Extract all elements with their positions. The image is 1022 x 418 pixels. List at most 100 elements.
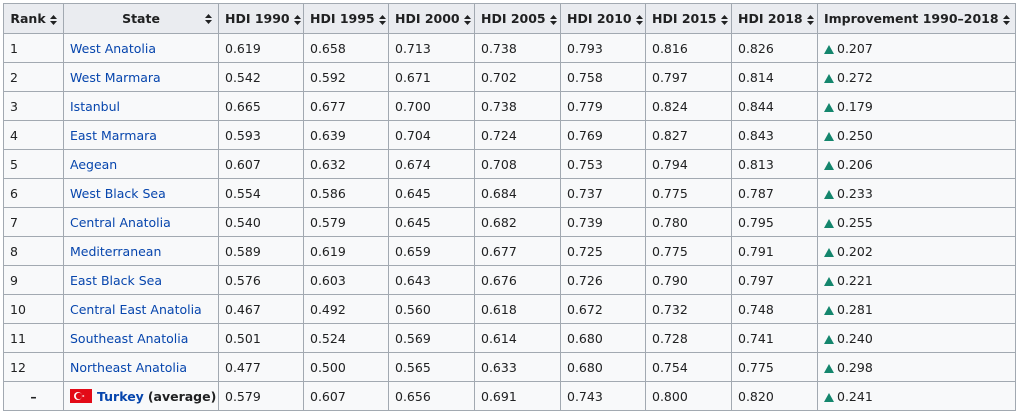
table-cell: 0.658 <box>303 33 389 63</box>
state-link[interactable]: Northeast Anatolia <box>70 359 187 375</box>
column-header[interactable]: HDI 1995 <box>303 3 389 34</box>
table-cell: 0.680 <box>560 352 646 382</box>
table-cell: 0.492 <box>303 294 389 324</box>
hdi-value: 0.672 <box>567 301 603 317</box>
hdi-value: 0.754 <box>652 359 688 375</box>
column-header[interactable]: HDI 2000 <box>388 3 475 34</box>
improvement: 0.298 <box>837 359 873 375</box>
hdi-value: 0.639 <box>310 127 346 143</box>
table-cell: 0.240 <box>817 323 1016 353</box>
hdi-value: 0.797 <box>652 69 688 85</box>
table-cell: Turkey (average) <box>63 381 219 411</box>
hdi-value: 0.738 <box>481 40 517 56</box>
table-cell: West Anatolia <box>63 33 219 63</box>
state-link[interactable]: West Marmara <box>70 69 161 85</box>
table-cell: Aegean <box>63 149 219 179</box>
table-cell: 0.816 <box>645 33 732 63</box>
column-header[interactable]: HDI 2018 <box>731 3 818 34</box>
table-cell: 2 <box>3 62 64 92</box>
sort-icon <box>293 14 301 25</box>
sort-icon <box>720 14 728 25</box>
hdi-value: 0.691 <box>481 388 517 404</box>
table-cell: 0.684 <box>474 178 561 208</box>
state-link[interactable]: Turkey <box>97 388 144 404</box>
column-header[interactable]: Rank <box>3 3 64 34</box>
table-cell: 0.593 <box>218 120 304 150</box>
sort-icon <box>49 14 57 25</box>
table-row: 9 East Black Sea 0.576 0.603 0.643 0.676 0.726… <box>3 265 1016 295</box>
table-cell: 0.677 <box>303 91 389 121</box>
hdi-value: 0.542 <box>225 69 261 85</box>
column-header[interactable]: HDI 2010 <box>560 3 646 34</box>
table-cell: 0.221 <box>817 265 1016 295</box>
table-cell: 0.737 <box>560 178 646 208</box>
table-cell: 0.725 <box>560 236 646 266</box>
table-cell: 0.467 <box>218 294 304 324</box>
hdi-value: 0.713 <box>395 40 431 56</box>
state-link[interactable]: Mediterranean <box>70 243 162 259</box>
state-link[interactable]: East Marmara <box>70 127 157 143</box>
hdi-value: 0.826 <box>738 40 774 56</box>
hdi-value: 0.725 <box>567 243 603 259</box>
table-row: 11 Southeast Anatolia 0.501 0.524 0.569 0.614… <box>3 323 1016 353</box>
hdi-value: 0.753 <box>567 156 603 172</box>
column-header[interactable]: Improvement 1990–2018 <box>817 3 1016 34</box>
state-link[interactable]: Central Anatolia <box>70 214 171 230</box>
table-cell: West Black Sea <box>63 178 219 208</box>
rank: 9 <box>10 272 18 288</box>
hdi-value: 0.732 <box>652 301 688 317</box>
hdi-value: 0.793 <box>567 40 603 56</box>
table-row: 4 East Marmara 0.593 0.639 0.704 0.724 0.769 0.… <box>3 120 1016 150</box>
hdi-value: 0.492 <box>310 301 346 317</box>
column-header[interactable]: HDI 2005 <box>474 3 561 34</box>
hdi-value: 0.741 <box>738 330 774 346</box>
sort-icon <box>549 14 557 25</box>
increase-icon <box>824 363 834 373</box>
table-cell: Southeast Anatolia <box>63 323 219 353</box>
hdi-value: 0.645 <box>395 185 431 201</box>
table-cell: 0.732 <box>645 294 732 324</box>
hdi-value: 0.780 <box>652 214 688 230</box>
state-link[interactable]: Southeast Anatolia <box>70 330 189 346</box>
state-link[interactable]: Aegean <box>70 156 118 172</box>
column-header[interactable]: HDI 2015 <box>645 3 732 34</box>
hdi-value: 0.682 <box>481 214 517 230</box>
hdi-value: 0.560 <box>395 301 431 317</box>
improvement: 0.240 <box>837 330 873 346</box>
improvement: 0.179 <box>837 98 873 114</box>
state-link[interactable]: East Black Sea <box>70 272 163 288</box>
rank: 12 <box>10 359 26 375</box>
state-link[interactable]: Central East Anatolia <box>70 301 202 317</box>
table-cell: 10 <box>3 294 64 324</box>
rank: 11 <box>10 330 26 346</box>
hdi-value: 0.702 <box>481 69 517 85</box>
hdi-value: 0.676 <box>481 272 517 288</box>
rank: 10 <box>10 301 26 317</box>
hdi-value: 0.800 <box>652 388 688 404</box>
table-cell: 0.780 <box>645 207 732 237</box>
table-cell: 4 <box>3 120 64 150</box>
table-cell: 0.241 <box>817 381 1016 411</box>
rank: 1 <box>10 40 18 56</box>
table-cell: 5 <box>3 149 64 179</box>
column-header[interactable]: HDI 1990 <box>218 3 304 34</box>
table-cell: 0.702 <box>474 62 561 92</box>
table-cell: 0.477 <box>218 352 304 382</box>
table-cell: 0.775 <box>645 236 732 266</box>
improvement: 0.255 <box>837 214 873 230</box>
hdi-value: 0.607 <box>310 388 346 404</box>
hdi-value: 0.643 <box>395 272 431 288</box>
table-cell: 0.682 <box>474 207 561 237</box>
table-cell: 0.672 <box>560 294 646 324</box>
table-cell: 0.579 <box>218 381 304 411</box>
hdi-value: 0.619 <box>225 40 261 56</box>
state-link[interactable]: West Black Sea <box>70 185 166 201</box>
column-header[interactable]: State <box>63 3 219 34</box>
state-link[interactable]: West Anatolia <box>70 40 156 56</box>
table-cell: 0.791 <box>731 236 818 266</box>
state-link[interactable]: Istanbul <box>70 98 121 114</box>
table-cell: 0.748 <box>731 294 818 324</box>
table-cell: 0.826 <box>731 33 818 63</box>
table-cell: 0.618 <box>474 294 561 324</box>
table-cell: Mediterranean <box>63 236 219 266</box>
